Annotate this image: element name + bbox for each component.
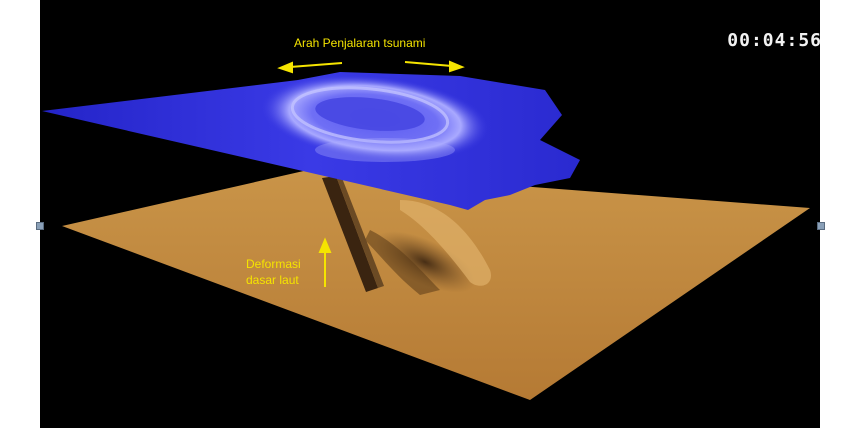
tsunami-wave-highlight — [315, 138, 455, 162]
fault-column-face — [336, 176, 384, 288]
propagation-label: Arah Penjalaran tsunami — [294, 36, 426, 50]
video-timecode: 00:04:56 — [727, 30, 820, 51]
seafloor-uplift-ridge — [400, 200, 491, 286]
tsunami-wave-trough — [315, 97, 425, 131]
deformation-label-line2: dasar laut — [246, 273, 299, 287]
tsunami-wave-crest — [290, 86, 450, 144]
seafloor-shadow — [365, 230, 440, 295]
deformation-arrow — [318, 237, 332, 287]
fault-column — [322, 176, 378, 292]
right-resize-handle[interactable] — [817, 222, 825, 230]
video-frame: Arah Penjalaran tsunami Deformasi dasar … — [40, 0, 820, 428]
deformation-label-line1: Deformasi — [246, 257, 301, 271]
left-resize-handle[interactable] — [36, 222, 44, 230]
seafloor-trough — [374, 231, 476, 293]
tsunami-3d-scene — [42, 60, 810, 400]
propagation-arrows — [277, 60, 465, 74]
